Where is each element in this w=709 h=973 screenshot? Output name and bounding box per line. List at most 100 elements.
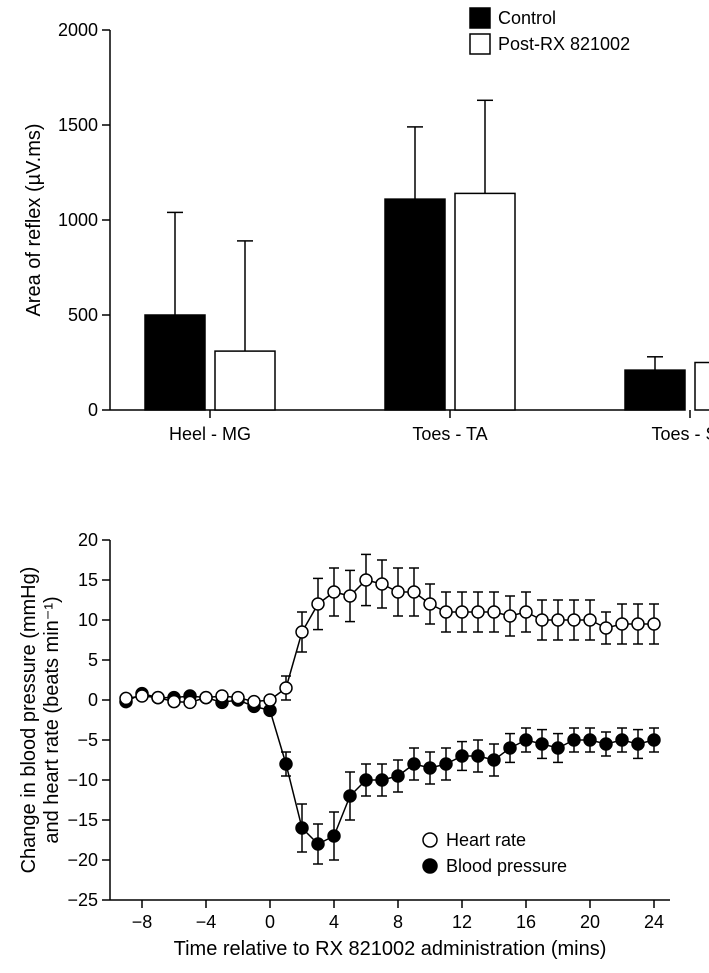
data-marker [344, 790, 356, 802]
data-marker [424, 762, 436, 774]
data-marker [296, 626, 308, 638]
data-marker [488, 754, 500, 766]
y-tick-label: 20 [78, 530, 98, 550]
legend-label: Control [498, 8, 556, 28]
data-marker [328, 586, 340, 598]
y-tick-label: 15 [78, 570, 98, 590]
x-tick-label: 4 [329, 912, 339, 932]
data-marker [472, 750, 484, 762]
data-marker [136, 690, 148, 702]
data-marker [360, 574, 372, 586]
y-tick-label: 5 [88, 650, 98, 670]
data-marker [376, 578, 388, 590]
data-marker [584, 734, 596, 746]
data-marker [280, 758, 292, 770]
y-tick-label: 1500 [58, 115, 98, 135]
data-marker [472, 606, 484, 618]
x-tick-label: 24 [644, 912, 664, 932]
data-marker [232, 692, 244, 704]
legend-swatch [470, 8, 490, 28]
bar-post [215, 351, 275, 410]
bar-control [385, 199, 445, 410]
data-marker [296, 822, 308, 834]
y-tick-label: −20 [67, 850, 98, 870]
figure-svg: 0500100015002000Area of reflex (µV.ms)He… [0, 0, 709, 973]
legend-marker [423, 833, 437, 847]
legend-label: Post-RX 821002 [498, 34, 630, 54]
data-marker [520, 606, 532, 618]
bar-post [455, 193, 515, 410]
y-tick-label: −5 [77, 730, 98, 750]
data-marker [568, 614, 580, 626]
y-tick-label: −15 [67, 810, 98, 830]
x-tick-label: Heel - MG [169, 424, 251, 444]
data-marker [216, 690, 228, 702]
data-marker [440, 758, 452, 770]
data-marker [456, 606, 468, 618]
data-marker [504, 742, 516, 754]
data-marker [632, 738, 644, 750]
legend-marker [423, 859, 437, 873]
legend-swatch [470, 34, 490, 54]
data-marker [312, 838, 324, 850]
bar-control [625, 370, 685, 410]
data-marker [552, 742, 564, 754]
data-marker [184, 696, 196, 708]
data-marker [392, 770, 404, 782]
data-marker [616, 618, 628, 630]
line-chart: −25−20−15−10−505101520−8−404812162024Cha… [18, 530, 670, 960]
data-marker [328, 830, 340, 842]
y-tick-label: −10 [67, 770, 98, 790]
series-line [126, 694, 654, 844]
data-marker [536, 738, 548, 750]
y-tick-label: −25 [67, 890, 98, 910]
data-marker [488, 606, 500, 618]
data-marker [120, 692, 132, 704]
data-marker [648, 734, 660, 746]
data-marker [552, 614, 564, 626]
x-tick-label: −8 [132, 912, 153, 932]
y-axis-label-1: Change in blood pressure (mmHg) [18, 567, 40, 874]
data-marker [632, 618, 644, 630]
y-tick-label: 500 [68, 305, 98, 325]
y-tick-label: 10 [78, 610, 98, 630]
x-tick-label: Toes - TA [412, 424, 487, 444]
x-tick-label: 12 [452, 912, 472, 932]
figure: 0500100015002000Area of reflex (µV.ms)He… [0, 0, 709, 973]
data-marker [376, 774, 388, 786]
y-tick-label: 1000 [58, 210, 98, 230]
x-axis-label: Time relative to RX 821002 administratio… [174, 938, 607, 960]
y-tick-label: 0 [88, 690, 98, 710]
x-tick-label: 16 [516, 912, 536, 932]
data-marker [568, 734, 580, 746]
data-marker [248, 696, 260, 708]
data-marker [408, 586, 420, 598]
y-tick-label: 2000 [58, 20, 98, 40]
x-tick-label: −4 [196, 912, 217, 932]
data-marker [280, 682, 292, 694]
x-tick-label: 0 [265, 912, 275, 932]
legend-label: Blood pressure [446, 856, 567, 876]
bar-post [695, 363, 709, 411]
data-marker [344, 590, 356, 602]
x-tick-label: 20 [580, 912, 600, 932]
data-marker [440, 606, 452, 618]
data-marker [392, 586, 404, 598]
data-marker [264, 694, 276, 706]
data-marker [168, 696, 180, 708]
data-marker [360, 774, 372, 786]
data-marker [408, 758, 420, 770]
bar-chart: 0500100015002000Area of reflex (µV.ms)He… [23, 8, 709, 444]
y-axis-label-2: and heart rate (beats min⁻¹) [41, 596, 63, 843]
bar-control [145, 315, 205, 410]
data-marker [536, 614, 548, 626]
data-marker [152, 692, 164, 704]
legend-label: Heart rate [446, 830, 526, 850]
series-line [126, 580, 654, 702]
data-marker [312, 598, 324, 610]
y-tick-label: 0 [88, 400, 98, 420]
data-marker [424, 598, 436, 610]
data-marker [584, 614, 596, 626]
x-tick-label: Toes - ST [651, 424, 709, 444]
data-marker [504, 610, 516, 622]
